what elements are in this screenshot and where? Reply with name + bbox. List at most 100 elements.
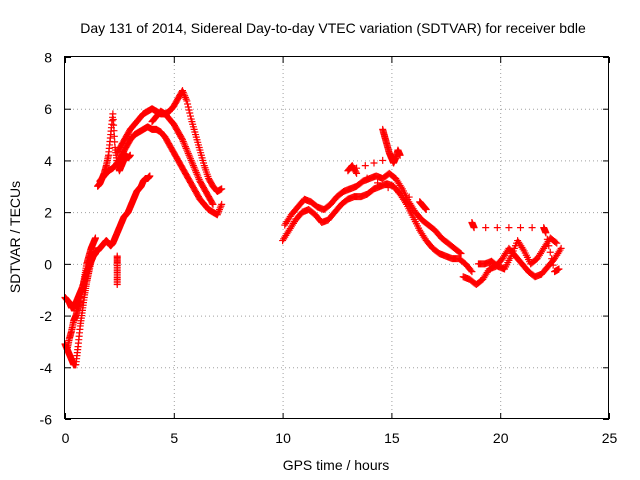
data-point (189, 160, 197, 168)
data-point (505, 224, 513, 232)
data-point (396, 151, 404, 159)
x-axis-label: GPS time / hours (283, 457, 390, 473)
data-point (363, 174, 371, 182)
data-point (194, 174, 202, 182)
data-point (395, 188, 403, 196)
series-night-band-b (474, 234, 561, 273)
data-point (192, 167, 200, 175)
x-tick-label: 15 (384, 430, 400, 446)
data-point (215, 206, 223, 214)
series-upper-ramp (61, 250, 99, 312)
data-series (61, 87, 565, 369)
data-point (217, 202, 225, 210)
data-point (126, 151, 134, 159)
y-tick-label: -4 (40, 360, 53, 376)
series-lower-ramp (61, 172, 154, 369)
data-point (179, 88, 187, 96)
data-point (218, 185, 226, 193)
x-tick-label: 0 (62, 430, 70, 446)
series-morning-band-c (148, 107, 217, 208)
data-point (195, 175, 203, 183)
data-point (482, 224, 490, 232)
data-point (374, 179, 382, 187)
data-point (422, 206, 430, 214)
data-point (556, 246, 564, 254)
data-point (186, 109, 194, 117)
data-point (361, 162, 369, 170)
y-tick-label: 2 (44, 205, 52, 221)
data-point (467, 266, 475, 274)
data-point (214, 209, 222, 217)
data-point (188, 158, 196, 166)
data-point (405, 193, 413, 201)
y-axis-label: SDTVAR / TECUs (7, 181, 23, 293)
data-point (353, 169, 361, 177)
data-point (181, 143, 189, 151)
series-evening-spikes (344, 125, 430, 214)
data-point (555, 265, 563, 273)
y-tick-label: 4 (44, 153, 52, 169)
data-point (557, 244, 565, 252)
data-point (549, 261, 557, 269)
data-point (183, 97, 191, 105)
data-point (180, 90, 188, 98)
data-point (208, 199, 216, 207)
x-tick-label: 25 (602, 430, 618, 446)
data-point (181, 141, 189, 149)
series-night-outliers (468, 218, 563, 276)
chart-title: Day 131 of 2014, Sidereal Day-to-day VTE… (80, 20, 586, 36)
data-point (91, 234, 99, 242)
data-point (379, 156, 387, 164)
y-tick-label: 6 (44, 101, 52, 117)
series-night-band-a (459, 244, 565, 289)
data-point (552, 238, 560, 246)
data-point (181, 92, 189, 100)
data-point (186, 153, 194, 161)
data-point (113, 252, 121, 260)
data-point (468, 268, 476, 276)
series-evening-band-a (279, 180, 476, 276)
data-point (194, 172, 202, 180)
data-point (186, 155, 194, 163)
series-morning-band-b (113, 87, 226, 195)
data-point (215, 207, 223, 215)
y-tick-label: 0 (44, 256, 52, 272)
axis-ticks: 0 5 10 15 20 25 -6 -4 -2 0 2 4 6 8 (40, 50, 618, 447)
series-morning-band-a (96, 123, 226, 219)
data-point (91, 250, 99, 258)
data-point (184, 100, 192, 108)
data-point (384, 184, 392, 192)
y-tick-label: -2 (40, 308, 53, 324)
data-point (179, 136, 187, 144)
plot-frame (64, 56, 609, 419)
data-point (179, 137, 187, 145)
data-point (457, 250, 465, 258)
data-point (146, 172, 154, 180)
data-point (543, 235, 551, 243)
data-point (352, 168, 360, 176)
data-point (190, 163, 198, 171)
data-point (193, 170, 201, 178)
data-point (187, 156, 195, 164)
data-point (192, 168, 200, 176)
data-point (548, 255, 556, 263)
data-point (213, 211, 221, 219)
data-point (519, 245, 527, 253)
data-point (209, 200, 217, 208)
series-evening-band-b (281, 169, 465, 258)
data-point (456, 249, 464, 257)
data-point (179, 87, 187, 95)
data-point (184, 148, 192, 156)
data-point (184, 150, 192, 158)
x-tick-label: 5 (170, 430, 178, 446)
data-point (178, 134, 186, 142)
y-tick-label: -6 (40, 412, 53, 428)
data-point (216, 204, 224, 212)
data-point (397, 183, 405, 191)
data-point (180, 139, 188, 147)
data-point (185, 151, 193, 159)
data-point (528, 224, 536, 232)
data-point (182, 95, 190, 103)
x-tick-label: 20 (493, 430, 509, 446)
